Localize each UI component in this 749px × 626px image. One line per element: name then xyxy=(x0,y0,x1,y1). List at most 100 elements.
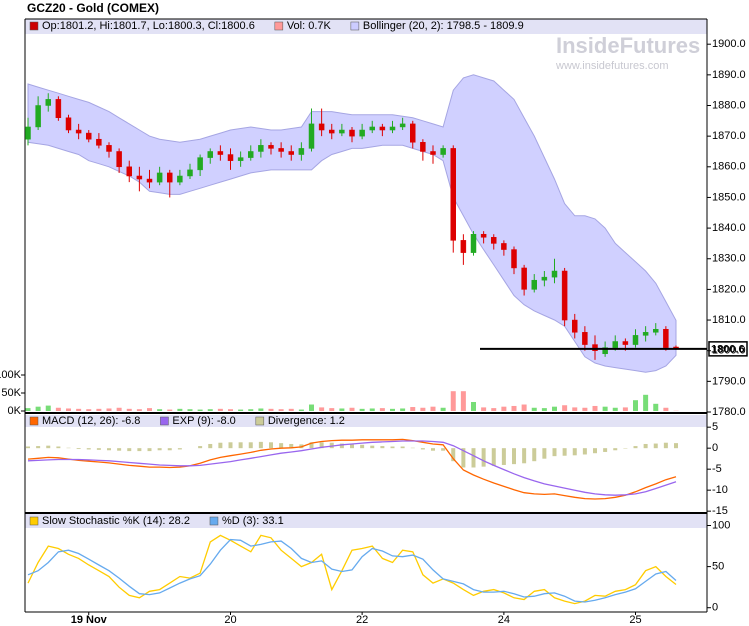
divergence-bar xyxy=(279,443,284,449)
volume-bar xyxy=(278,409,284,411)
volume-bar xyxy=(420,407,426,411)
divergence-bar xyxy=(289,443,294,449)
legend-label: Vol: 0.7K xyxy=(287,20,332,32)
divergence-bar xyxy=(481,448,486,467)
candle-body xyxy=(663,328,669,348)
volume-bar xyxy=(197,409,203,411)
y2-tick-label: 0K xyxy=(8,405,22,417)
divergence-bar xyxy=(522,448,527,464)
watermark-url: www.insidefutures.com xyxy=(555,60,669,72)
volume-bar xyxy=(207,409,213,411)
candle-body xyxy=(25,126,31,140)
volume-bar xyxy=(531,407,537,411)
candle-body xyxy=(298,148,305,155)
y-tick-label: -5 xyxy=(712,463,722,475)
divergence-bar xyxy=(461,448,466,468)
candle-body xyxy=(156,172,163,183)
divergence-bar xyxy=(400,446,405,449)
bollinger-band xyxy=(27,74,677,373)
candle-body xyxy=(177,175,183,183)
divergence-bar xyxy=(390,446,395,449)
candle-body xyxy=(217,151,224,155)
volume-bar xyxy=(460,391,466,411)
divergence-bar xyxy=(309,442,314,449)
candle-body xyxy=(45,99,51,106)
volume-bar xyxy=(440,407,446,411)
candle-body xyxy=(470,233,477,253)
divergence-bar xyxy=(674,443,678,449)
volume-bar xyxy=(430,406,436,411)
divergence-bar xyxy=(339,443,344,449)
divergence-bar xyxy=(127,448,132,452)
candle-body xyxy=(65,117,72,131)
candle-body xyxy=(248,151,254,158)
volume-bar xyxy=(622,407,628,411)
candle-body xyxy=(480,233,487,238)
candle-body xyxy=(440,148,446,155)
divergence-bar xyxy=(86,448,91,450)
divergence-bar xyxy=(177,448,182,450)
divergence-bar xyxy=(228,442,233,449)
candle-body xyxy=(450,148,456,241)
candle-body xyxy=(379,126,386,131)
candle-body xyxy=(622,341,629,345)
volume-bar xyxy=(511,405,517,411)
volume-bar xyxy=(288,408,294,411)
candle-body xyxy=(551,270,558,278)
volume-bar xyxy=(106,408,112,411)
candle-body xyxy=(602,347,608,355)
candle-body xyxy=(227,154,234,161)
legend-band xyxy=(25,415,707,427)
y2-tick-label: 100K xyxy=(0,369,22,381)
divergence-bar xyxy=(542,448,547,459)
volume-bar xyxy=(521,404,527,411)
volume-bar xyxy=(663,407,669,411)
series-line xyxy=(27,534,677,605)
y-tick-label: 0 xyxy=(712,442,718,454)
candle-body xyxy=(582,332,588,345)
volume-bar xyxy=(602,406,608,411)
candle-body xyxy=(541,276,548,281)
candle-body xyxy=(116,151,122,168)
volume-bar xyxy=(572,407,578,411)
divergence-bar xyxy=(603,448,608,452)
volume-bar xyxy=(248,409,254,411)
candle-body xyxy=(612,341,618,348)
candle-body xyxy=(96,138,102,146)
volume-bar xyxy=(96,408,102,411)
candle-body xyxy=(126,166,132,177)
volume-bar xyxy=(319,407,325,411)
legend-label: EXP (9): -8.0 xyxy=(172,415,235,427)
volume-bar xyxy=(612,407,618,411)
volume-bar xyxy=(339,408,345,411)
legend-band xyxy=(25,514,707,528)
candle-body xyxy=(278,148,284,152)
volume-bar xyxy=(268,408,274,411)
y-tick-label: 100 xyxy=(712,519,730,531)
volume-bar xyxy=(541,408,547,411)
divergence-bar xyxy=(56,446,61,449)
volume-bar xyxy=(643,394,649,411)
divergence-bar xyxy=(663,442,668,449)
volume-bar xyxy=(390,408,395,411)
divergence-bar xyxy=(198,446,203,449)
candle-body xyxy=(410,123,416,143)
divergence-bar xyxy=(441,448,446,451)
legend-label: %D (3): 33.1 xyxy=(222,515,284,527)
series-line xyxy=(27,440,677,496)
divergence-bar xyxy=(319,442,324,449)
x-tick-label: 20 xyxy=(224,614,236,626)
candle-body xyxy=(136,175,143,180)
volume-bar xyxy=(126,408,132,411)
divergence-bar xyxy=(258,441,263,449)
candle-body xyxy=(35,105,41,128)
volume-bar xyxy=(217,408,223,411)
legend-swatch xyxy=(29,21,39,31)
y-tick-label: 1830.0 xyxy=(712,253,746,265)
volume-bar xyxy=(450,391,456,411)
volume-bar xyxy=(329,408,335,411)
candle-body xyxy=(531,279,537,290)
volume-bar xyxy=(55,407,61,411)
divergence-bar xyxy=(46,445,51,449)
